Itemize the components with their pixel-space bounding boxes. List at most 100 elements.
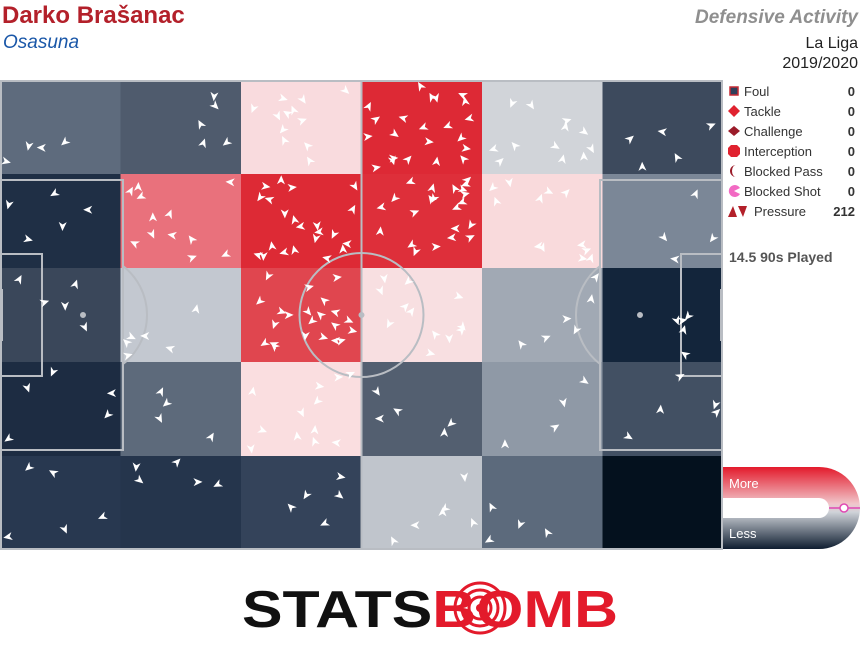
- pressure-marker: [678, 325, 687, 335]
- pressure-marker: [104, 409, 114, 419]
- pressure-marker: [404, 275, 414, 285]
- pressure-marker: [712, 399, 721, 410]
- team-name: Osasuna: [3, 32, 80, 53]
- heatmap-cell: [602, 362, 723, 457]
- octagon-icon: [728, 145, 740, 157]
- league-name: La Liga: [805, 35, 859, 52]
- logo-text-stats: STATS: [242, 581, 432, 636]
- pressure-marker: [265, 270, 274, 281]
- pressure-marker: [452, 184, 461, 195]
- heatmap-cell: [0, 80, 121, 175]
- pressure-marker: [287, 183, 297, 192]
- pressure-marker: [558, 397, 567, 408]
- pressure-marker: [371, 386, 380, 396]
- pressure-marker: [557, 154, 566, 164]
- pressure-marker: [155, 387, 164, 398]
- legend-item-blocked-pass: Blocked Pass 0: [727, 162, 855, 182]
- pressure-marker: [363, 133, 373, 142]
- pressure-marker: [291, 245, 300, 255]
- left-goal: [0, 289, 3, 341]
- pressure-marker: [125, 331, 136, 340]
- heatmap-cell: [120, 80, 242, 175]
- pressure-marker: [162, 397, 173, 407]
- pressure-marker: [429, 92, 438, 103]
- legend-count: 0: [847, 84, 855, 99]
- pressure-marker: [48, 470, 59, 479]
- pressure-marker: [132, 462, 141, 472]
- heatmap-cell: [361, 174, 483, 269]
- pressure-marker: [210, 91, 219, 102]
- legend-count: 0: [847, 164, 855, 179]
- pressure-marker: [375, 285, 383, 296]
- pressure-marker: [191, 304, 200, 314]
- pressure-marker: [260, 337, 271, 347]
- pressure-marker: [332, 274, 342, 282]
- pressure-marker: [133, 182, 142, 192]
- pressure-marker: [313, 395, 324, 405]
- pressure-marker: [140, 331, 150, 340]
- pressure-marker: [256, 295, 266, 305]
- pressure-marker: [36, 143, 46, 152]
- heatmap-cell: [602, 456, 723, 550]
- pressure-marker: [391, 192, 401, 202]
- pressure-marker: [488, 144, 499, 152]
- pressure-marker: [209, 100, 219, 110]
- pressure-marker: [303, 489, 312, 500]
- pressure-marker: [638, 161, 647, 171]
- pressure-marker: [349, 180, 358, 191]
- pressure-marker: [347, 325, 358, 334]
- pressure-marker: [578, 126, 589, 135]
- pressure-marker: [461, 143, 471, 152]
- pressure-marker: [295, 221, 306, 230]
- heatmap-cell: [482, 456, 603, 550]
- heatmap-cell: [241, 80, 362, 175]
- pressure-marker: [375, 226, 384, 236]
- pressure-marker: [427, 183, 436, 194]
- pressure-marker: [511, 141, 521, 152]
- pressure-marker: [342, 240, 352, 249]
- pressure-marker: [83, 205, 93, 214]
- pressure-marker: [333, 373, 344, 382]
- pressure-marker: [544, 528, 553, 539]
- pressure-marker: [391, 536, 399, 547]
- pressure-marker: [677, 317, 688, 326]
- center-circle: [298, 252, 425, 378]
- pressure-marker: [4, 433, 15, 442]
- right-penalty-box: [599, 179, 723, 451]
- heatmap-pitch: [0, 80, 723, 550]
- pressure-marker: [268, 241, 277, 251]
- pressure-marker: [543, 186, 554, 194]
- pressure-marker: [284, 311, 294, 320]
- pressure-marker: [310, 425, 319, 435]
- heatmap-cell: [482, 174, 603, 269]
- pressure-marker: [23, 234, 33, 243]
- pressure-marker: [578, 375, 589, 384]
- pressure-marker: [39, 299, 50, 308]
- pressure-marker: [484, 534, 495, 543]
- pressure-marker: [580, 151, 589, 161]
- pressure-marker: [533, 241, 544, 250]
- pressure-marker: [457, 132, 467, 142]
- pressure-marker: [447, 417, 457, 427]
- pressure-marker: [363, 101, 371, 112]
- pressure-marker: [525, 99, 534, 110]
- pressure-marker: [590, 273, 599, 283]
- pressure-marker: [25, 141, 34, 151]
- pressure-marker: [304, 284, 314, 293]
- pressure-marker: [198, 119, 207, 130]
- pressure-marker: [586, 294, 595, 304]
- pressure-marker: [79, 321, 87, 332]
- legend-item-challenge: Challenge 0: [727, 122, 855, 142]
- pressure-marker: [347, 204, 356, 215]
- pressure-marker: [293, 431, 302, 441]
- pressure-marker: [624, 135, 634, 145]
- pressure-marker: [461, 179, 471, 187]
- heatmap-cell: [120, 456, 242, 550]
- heatmap-cell: [0, 268, 121, 363]
- pressure-marker: [671, 315, 680, 326]
- legend-label: Blocked Pass: [744, 164, 823, 179]
- pressure-marker: [432, 156, 441, 167]
- pressure-marker: [464, 113, 475, 122]
- pressure-marker: [251, 103, 259, 114]
- pressure-marker: [431, 242, 441, 251]
